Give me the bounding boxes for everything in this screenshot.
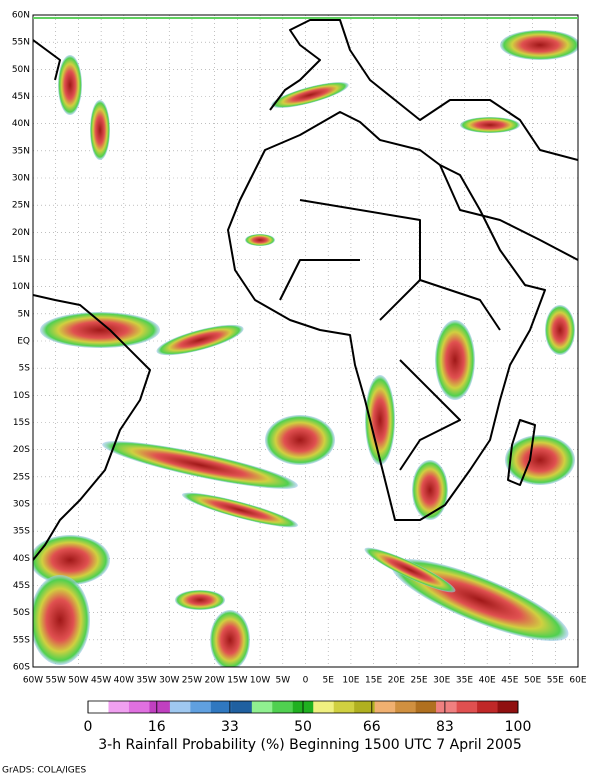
lat-tick-label: 60N [12,11,30,21]
lat-tick-label: EQ [17,337,30,347]
lat-tick-label: 45S [13,581,30,591]
colorbar-swatch [231,701,253,713]
lon-tick-label: 5W [275,676,290,686]
lon-tick-label: 15E [365,676,382,686]
lat-tick-label: 40N [12,119,30,129]
colorbar-swatch [374,701,396,713]
lon-tick-label: 20E [388,676,405,686]
lat-tick-label: 35N [12,146,30,156]
figure-title: 3-h Rainfall Probability (%) Beginning 1… [98,737,521,753]
lat-tick-label: 20N [12,228,30,238]
lon-tick-label: 10E [342,676,359,686]
lon-tick-label: 50E [524,676,541,686]
lat-tick-label: 30N [12,174,30,184]
lon-tick-label: 5E [322,676,334,686]
lon-tick-label: 55E [547,676,564,686]
lon-tick-label: 35W [136,676,156,686]
credit: GrADS: COLA/IGES [2,766,86,776]
lon-tick-label: 50W [68,676,88,686]
colorbar-swatch [88,701,109,713]
colorbar-swatch [333,701,355,713]
colorbar-swatch [436,701,457,713]
lon-tick-label: 60E [569,676,586,686]
coastlines [33,19,578,561]
colorbar-tick-label: 50 [294,719,312,735]
colorbar-tick-label: 0 [84,719,93,735]
lon-tick-label: 25W [182,676,202,686]
lat-tick-label: 10S [13,391,30,401]
lat-tick-label: 55N [12,38,30,48]
lat-tick-label: 45N [12,92,30,102]
lat-tick-label: 5S [19,364,31,374]
colorbar-tick-label: 33 [221,719,239,735]
lat-tick-label: 55S [13,635,30,645]
colorbar-tick-label: 66 [363,719,381,735]
lat-tick-label: 5N [18,309,30,319]
lon-tick-label: 40W [114,676,134,686]
colorbar-swatch [108,701,130,713]
lon-tick-label: 30E [433,676,450,686]
lat-tick-label: 10N [12,282,30,292]
colorbar-swatch [395,701,416,713]
colorbar-swatch [149,701,171,713]
lat-tick-label: 30S [13,500,30,510]
colorbar-swatch [477,701,498,713]
colorbar-swatch [354,701,375,713]
lon-tick-label: 10W [250,676,270,686]
lon-tick-label: 60W [23,676,43,686]
colorbar-swatch [272,701,294,713]
lat-tick-label: 50S [13,608,30,618]
colorbar-swatch [415,701,437,713]
lon-tick-label: 35E [456,676,473,686]
colorbar-swatch [313,701,335,713]
lat-tick-label: 25S [13,472,30,482]
lon-tick-label: 0 [303,676,309,686]
rainfall-field [33,30,578,667]
lat-tick-label: 40S [13,554,30,564]
lat-tick-label: 15S [13,418,30,428]
colorbar-tick-label: 83 [436,719,454,735]
lon-tick-label: 45W [91,676,111,686]
lat-tick-label: 60S [13,663,30,673]
lon-tick-label: 40E [479,676,496,686]
lon-tick-label: 25E [410,676,427,686]
colorbar-swatch [497,701,519,713]
lat-tick-label: 35S [13,527,30,537]
lat-tick-label: 25N [12,201,30,211]
colorbar-swatch [456,701,478,713]
colorbar-swatch [190,701,212,713]
map-frame [32,14,579,668]
colorbar-tick-label: 100 [505,719,532,735]
lon-tick-label: 15W [227,676,247,686]
lat-tick-label: 20S [13,445,30,455]
lat-tick-label: 15N [12,255,30,265]
lon-tick-label: 45E [501,676,518,686]
colorbar-tick-label: 16 [148,719,166,735]
lon-tick-label: 55W [46,676,66,686]
colorbar-swatch [169,701,191,713]
lon-tick-label: 20W [204,676,224,686]
lat-tick-label: 50N [12,65,30,75]
lon-tick-label: 30W [159,676,179,686]
colorbar-swatch [251,701,273,713]
colorbar-swatch [128,701,150,713]
colorbar-swatch [210,701,232,713]
